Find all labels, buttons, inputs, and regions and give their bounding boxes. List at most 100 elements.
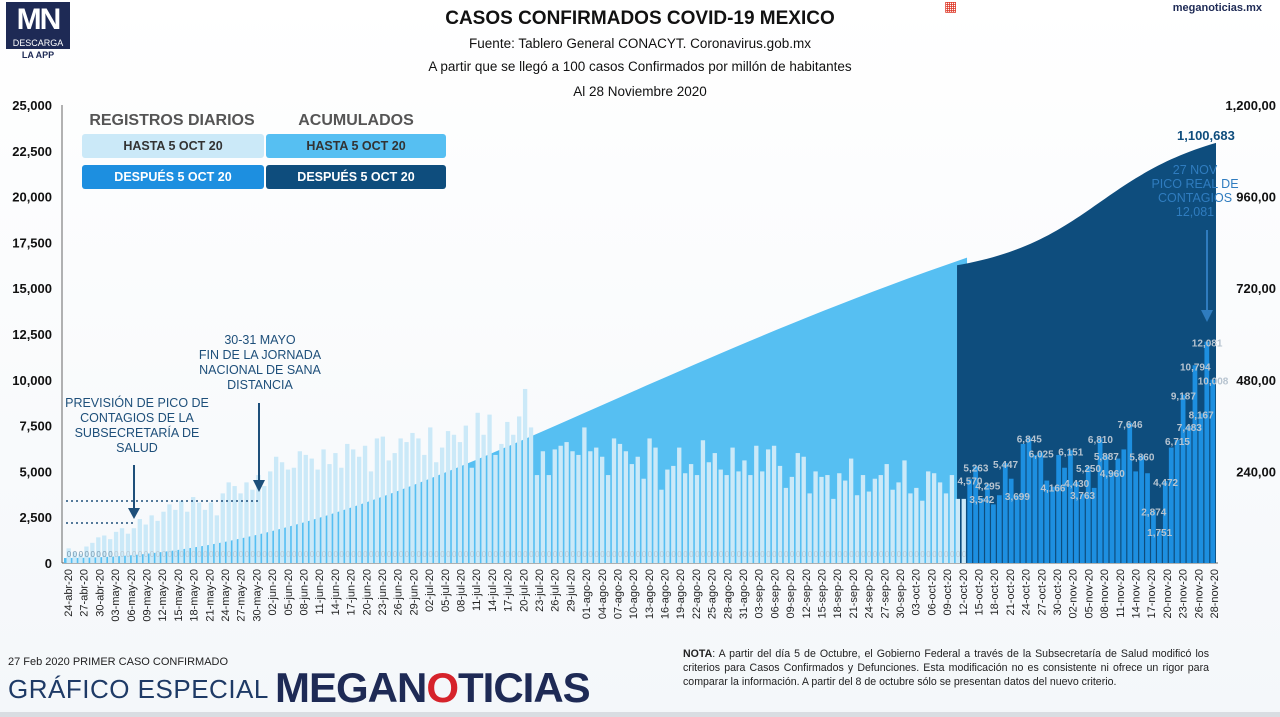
daily-bar-before [250, 489, 255, 563]
daily-value-label: 0 [588, 550, 593, 559]
daily-after-value-label: 6,845 [1017, 435, 1042, 446]
x-tick-label: 24-oct-20 [1021, 569, 1033, 615]
daily-after-value-label: 5,887 [1094, 452, 1119, 463]
daily-bar-before [600, 456, 605, 563]
daily-value-label: 0 [766, 550, 771, 559]
x-tick-label: 02-jun-20 [267, 569, 279, 615]
annotation-line: 27 NOV [1172, 163, 1218, 177]
daily-value-label: 0 [926, 550, 931, 559]
x-tick-label: 04-ago-20 [597, 569, 609, 619]
daily-value-label: 0 [861, 550, 866, 559]
daily-bar-before [102, 535, 107, 563]
daily-bar-after [1079, 494, 1085, 563]
daily-value-label: 0 [452, 550, 457, 559]
daily-value-label: 0 [304, 550, 309, 559]
daily-value-label: 0 [808, 550, 813, 559]
daily-value-label: 0 [594, 550, 599, 559]
real-peak-arrow-head [1201, 310, 1213, 322]
daily-bar-before [866, 491, 872, 563]
daily-after-value-label: 7,483 [1177, 423, 1202, 434]
daily-value-label: 0 [499, 550, 504, 559]
daily-bar-before [161, 511, 166, 563]
daily-bar-before [226, 482, 231, 563]
daily-value-label: 0 [665, 550, 670, 559]
daily-bar-after [1008, 478, 1014, 563]
annotation-peak-forecast: PREVISIÓN DE PICO DE CONTAGIOS DE LA SUB… [52, 396, 222, 456]
daily-value-label: 0 [310, 550, 315, 559]
daily-value-label: 0 [695, 550, 700, 559]
site-url[interactable]: meganoticias.mx [1172, 2, 1262, 14]
note-label: NOTA [683, 648, 713, 660]
daily-bar-before [617, 443, 623, 563]
daily-after-value-label: 6,025 [1029, 450, 1054, 461]
app-label[interactable]: LA APP [21, 50, 55, 60]
daily-bar-before [113, 531, 119, 563]
daily-bar-before [291, 467, 297, 563]
daily-bar-before [469, 467, 474, 563]
daily-value-label: 0 [559, 550, 564, 559]
daily-after-value-label: 10,794 [1180, 362, 1211, 373]
download-label[interactable]: DESCARGA [6, 38, 70, 49]
legend-daily-before: HASTA 5 OCT 20 [82, 134, 264, 158]
daily-bar-before [552, 449, 557, 563]
daily-value-label: 0 [298, 550, 303, 559]
daily-bar-after [1186, 425, 1192, 563]
daily-bar-before [167, 504, 172, 563]
daily-bar-before [914, 487, 919, 563]
daily-bar-before [481, 434, 486, 563]
daily-bar-after [1091, 487, 1097, 563]
daily-bar-after [1038, 452, 1044, 563]
x-tick-label: 30-oct-20 [1052, 569, 1064, 615]
daily-bar-before [327, 464, 332, 563]
daily-bar-before [392, 453, 397, 563]
x-tick-label: 30-sep-20 [895, 569, 907, 619]
daily-after-value-label: 5,860 [1129, 453, 1154, 464]
daily-value-label: 0 [618, 550, 623, 559]
daily-after-value-label: 7,646 [1118, 420, 1143, 431]
legend-cumulative-after: DESPUÉS 5 OCT 20 [266, 165, 446, 189]
daily-value-label: 0 [873, 550, 878, 559]
daily-bar-before [511, 434, 516, 563]
daily-value-label: 0 [790, 550, 795, 559]
chart-title: CASOS CONFIRMADOS COVID-19 MEXICO [445, 8, 835, 29]
daily-bar-before [202, 509, 208, 563]
x-tick-label: 28-nov-20 [1209, 569, 1221, 619]
daily-bar-before [789, 476, 795, 563]
daily-value-label: 0 [897, 550, 902, 559]
daily-bar-before [902, 460, 907, 563]
daily-bar-after [1032, 454, 1038, 563]
daily-value-label: 0 [731, 550, 736, 559]
daily-bar-before [831, 498, 836, 563]
x-tick-label: 08-jun-20 [298, 569, 310, 615]
daily-value-label: 0 [571, 550, 576, 559]
daily-value-label: 0 [725, 550, 730, 559]
daily-bar-after [1151, 510, 1156, 563]
daily-bar-before [256, 475, 261, 563]
daily-value-label: 0 [511, 550, 516, 559]
x-tick-label: 14-nov-20 [1131, 569, 1143, 619]
daily-value-label: 0 [636, 550, 641, 559]
meganoticias-logo[interactable]: MN [6, 2, 70, 38]
daily-bar-after [1068, 450, 1073, 563]
annotation-line: NACIONAL DE SANA [199, 363, 321, 377]
x-tick-label: 24-sep-20 [864, 569, 876, 619]
x-tick-label: 02-jul-20 [424, 569, 436, 612]
x-tick-label: 18-oct-20 [989, 569, 1001, 615]
x-tick-label: 12-may-20 [157, 569, 169, 622]
daily-value-label: 0 [280, 550, 285, 559]
x-tick-label: 27-oct-20 [1036, 569, 1048, 615]
x-tick-label: 09-may-20 [141, 569, 153, 622]
daily-bar-before [279, 462, 285, 563]
daily-value-label: 0 [843, 550, 848, 559]
daily-bar-before [854, 495, 860, 563]
daily-value-label: 0 [446, 550, 451, 559]
daily-bar-before [451, 434, 457, 563]
daily-bar-after [1056, 454, 1061, 563]
daily-bar-before [262, 486, 267, 563]
daily-value-label: 0 [535, 550, 540, 559]
x-tick-label: 09-sep-20 [785, 569, 797, 619]
daily-bar-before [155, 520, 160, 563]
daily-value-label: 0 [102, 550, 107, 559]
daily-bar-before [760, 471, 765, 563]
daily-bar-before [570, 451, 575, 563]
